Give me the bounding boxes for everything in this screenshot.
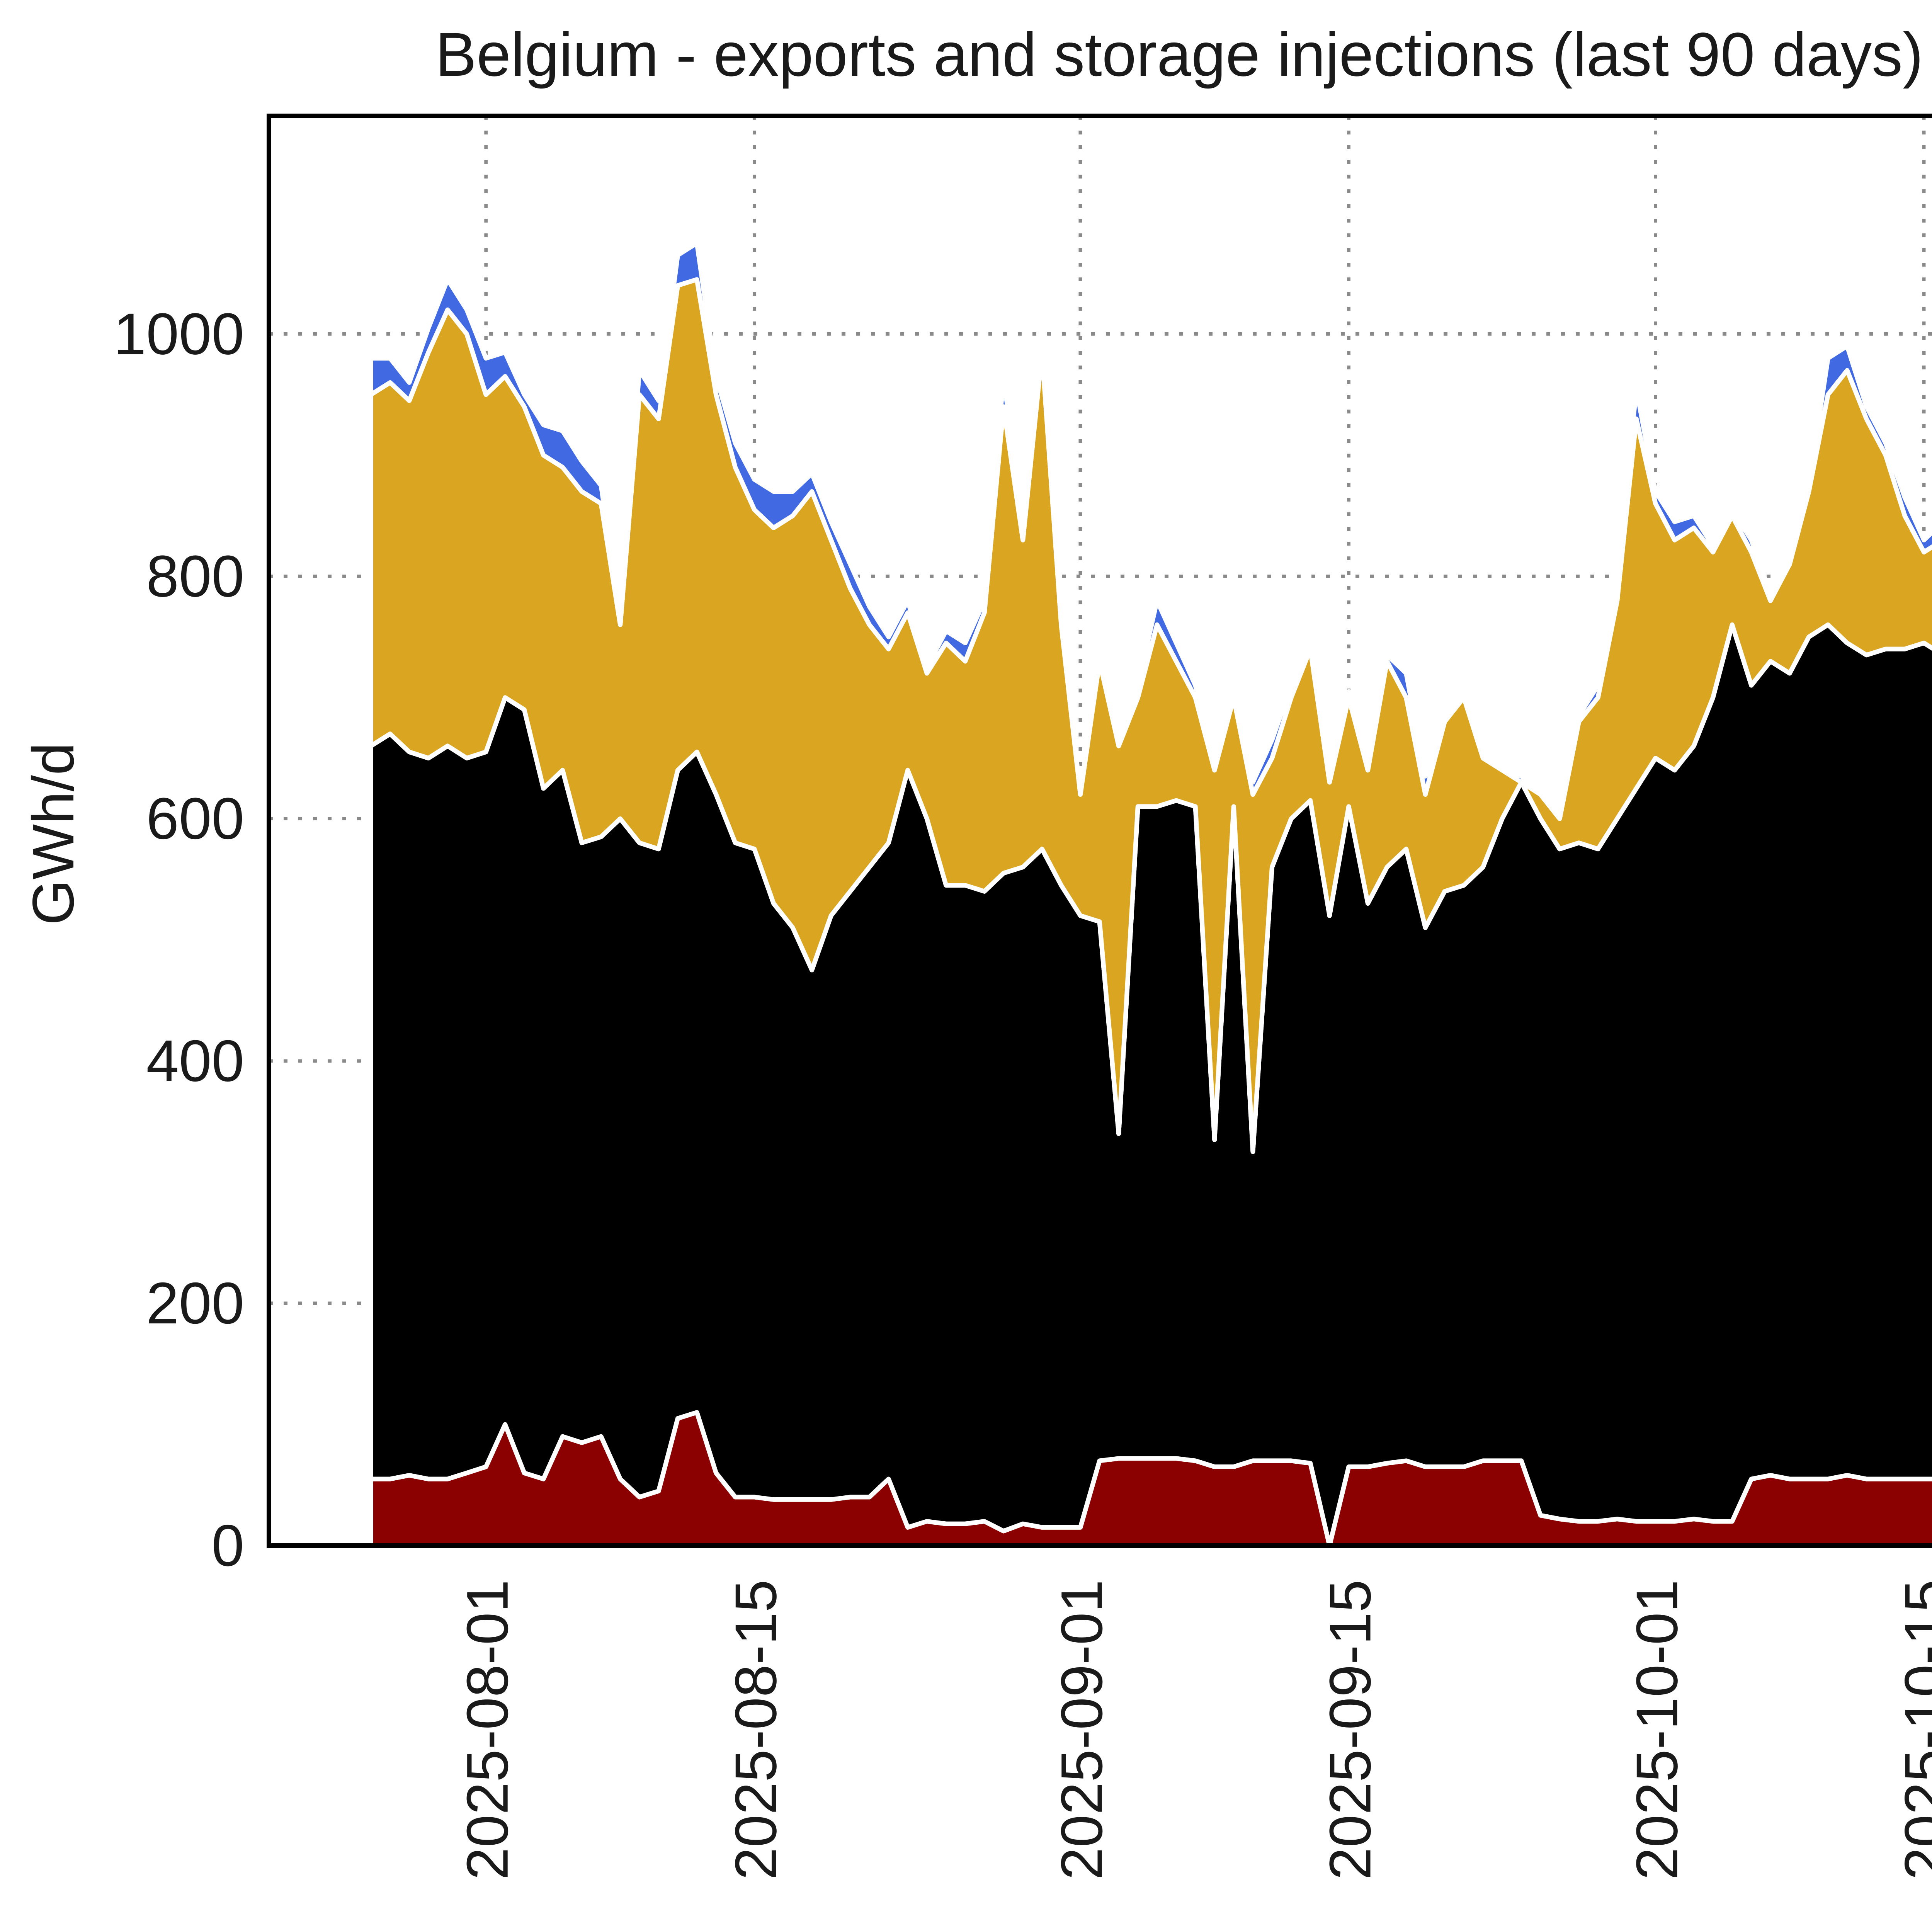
svg-text:2025-08-01: 2025-08-01	[455, 1580, 520, 1880]
svg-text:800: 800	[146, 544, 244, 609]
y-axis-label: GWh/d	[22, 742, 87, 925]
svg-text:2025-10-01: 2025-10-01	[1624, 1580, 1690, 1880]
chart-title: Belgium - exports and storage injections…	[435, 22, 1923, 90]
svg-text:400: 400	[146, 1028, 244, 1094]
svg-text:2025-08-15: 2025-08-15	[723, 1580, 789, 1880]
svg-text:2025-09-15: 2025-09-15	[1318, 1580, 1383, 1880]
svg-text:2025-10-15: 2025-10-15	[1893, 1580, 1932, 1880]
svg-text:0: 0	[211, 1513, 244, 1578]
svg-text:600: 600	[146, 786, 244, 852]
svg-text:1000: 1000	[114, 301, 244, 367]
svg-text:2025-09-01: 2025-09-01	[1049, 1580, 1115, 1880]
svg-text:200: 200	[146, 1270, 244, 1336]
